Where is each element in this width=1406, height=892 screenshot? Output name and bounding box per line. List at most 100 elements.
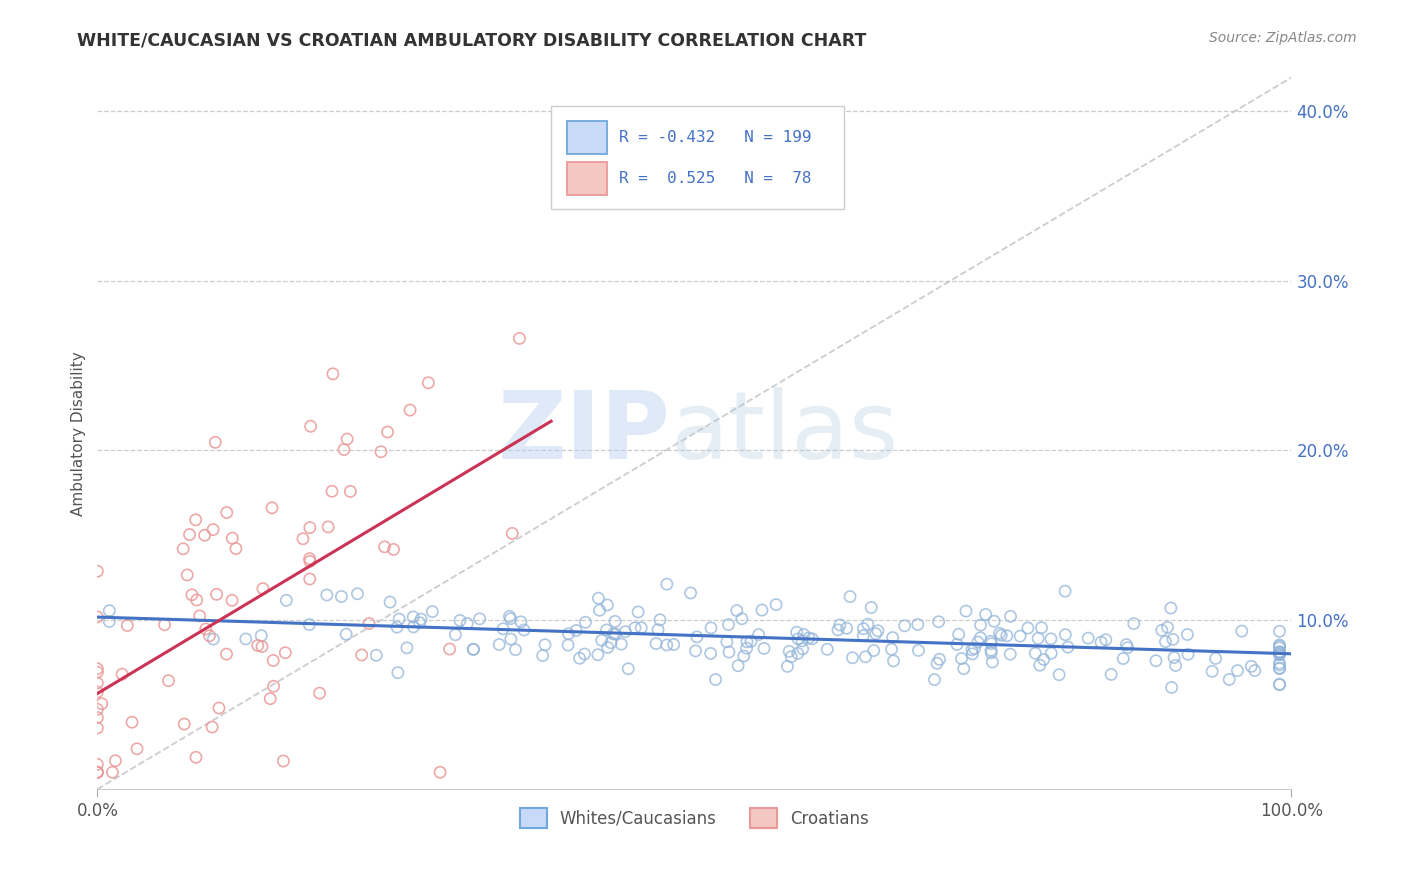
Point (735, 635, 758, 649)
Point (880, 642, 903, 657)
Point (316, 520, 339, 534)
Point (752, 641, 775, 656)
Point (176, 568, 198, 582)
Point (862, 643, 884, 657)
Point (557, 626, 579, 640)
Point (856, 617, 879, 632)
Point (273, 754, 295, 768)
Point (180, 588, 202, 602)
Point (1240, 659, 1263, 673)
Point (645, 636, 668, 650)
Point (815, 642, 838, 657)
Y-axis label: Ambulatory Disability: Ambulatory Disability (72, 351, 86, 516)
Point (179, 527, 201, 541)
Point (596, 640, 619, 655)
Point (357, 616, 380, 631)
Point (395, 640, 418, 655)
Point (827, 623, 849, 637)
Point (1000, 609, 1022, 624)
FancyBboxPatch shape (567, 162, 607, 194)
Point (981, 655, 1004, 669)
Point (588, 603, 610, 617)
Point (86, 765, 108, 780)
Point (202, 632, 225, 647)
Point (614, 624, 637, 639)
Point (377, 425, 399, 439)
Point (86, 710, 108, 724)
Point (399, 403, 422, 417)
Point (86, 765, 108, 780)
Point (104, 754, 127, 768)
Point (250, 640, 273, 654)
Point (194, 528, 217, 542)
Point (855, 649, 877, 664)
Point (1268, 640, 1291, 655)
Point (499, 612, 522, 626)
Point (274, 646, 297, 660)
Point (125, 741, 148, 756)
Point (498, 609, 520, 624)
Point (1116, 640, 1139, 655)
Point (1268, 661, 1291, 675)
Point (1047, 667, 1070, 681)
Point (717, 617, 740, 632)
Point (780, 649, 803, 664)
Point (1160, 601, 1182, 615)
Point (605, 627, 627, 641)
Point (86, 702, 108, 716)
Point (215, 506, 238, 520)
Point (388, 612, 411, 626)
Point (1154, 634, 1177, 648)
Point (1000, 647, 1022, 661)
Point (727, 658, 749, 673)
Point (86, 665, 108, 680)
Point (1122, 616, 1144, 631)
Point (235, 632, 257, 646)
Point (263, 679, 285, 693)
Point (86, 685, 108, 699)
Point (184, 513, 207, 527)
Point (298, 554, 321, 568)
Point (259, 691, 281, 706)
Point (733, 648, 755, 663)
Point (492, 622, 515, 636)
Point (925, 657, 948, 671)
Point (600, 636, 623, 650)
Point (990, 628, 1012, 642)
Point (90, 697, 112, 711)
Point (468, 612, 491, 626)
Point (488, 638, 510, 652)
Point (276, 593, 298, 607)
Point (1054, 584, 1077, 599)
Point (402, 610, 425, 624)
Point (716, 634, 738, 648)
Point (208, 701, 231, 715)
Point (797, 631, 820, 645)
FancyBboxPatch shape (567, 120, 607, 153)
Point (86, 757, 108, 772)
Point (1268, 656, 1291, 670)
Point (1115, 638, 1137, 652)
Point (418, 376, 440, 390)
Point (335, 627, 357, 641)
Point (1268, 645, 1291, 659)
Point (1268, 648, 1291, 662)
Point (1160, 681, 1182, 695)
Point (725, 604, 748, 618)
Point (787, 632, 810, 646)
Point (835, 621, 858, 635)
Point (298, 617, 321, 632)
Point (595, 623, 617, 637)
Text: R = -0.432   N = 199: R = -0.432 N = 199 (619, 129, 811, 145)
Point (1150, 624, 1173, 638)
Point (86, 662, 108, 676)
Point (350, 648, 373, 662)
Point (298, 551, 321, 566)
Point (610, 637, 633, 651)
Point (980, 643, 1002, 657)
Point (596, 598, 619, 612)
Point (385, 620, 408, 634)
Point (378, 595, 401, 609)
Point (173, 717, 195, 731)
Point (1090, 635, 1112, 649)
